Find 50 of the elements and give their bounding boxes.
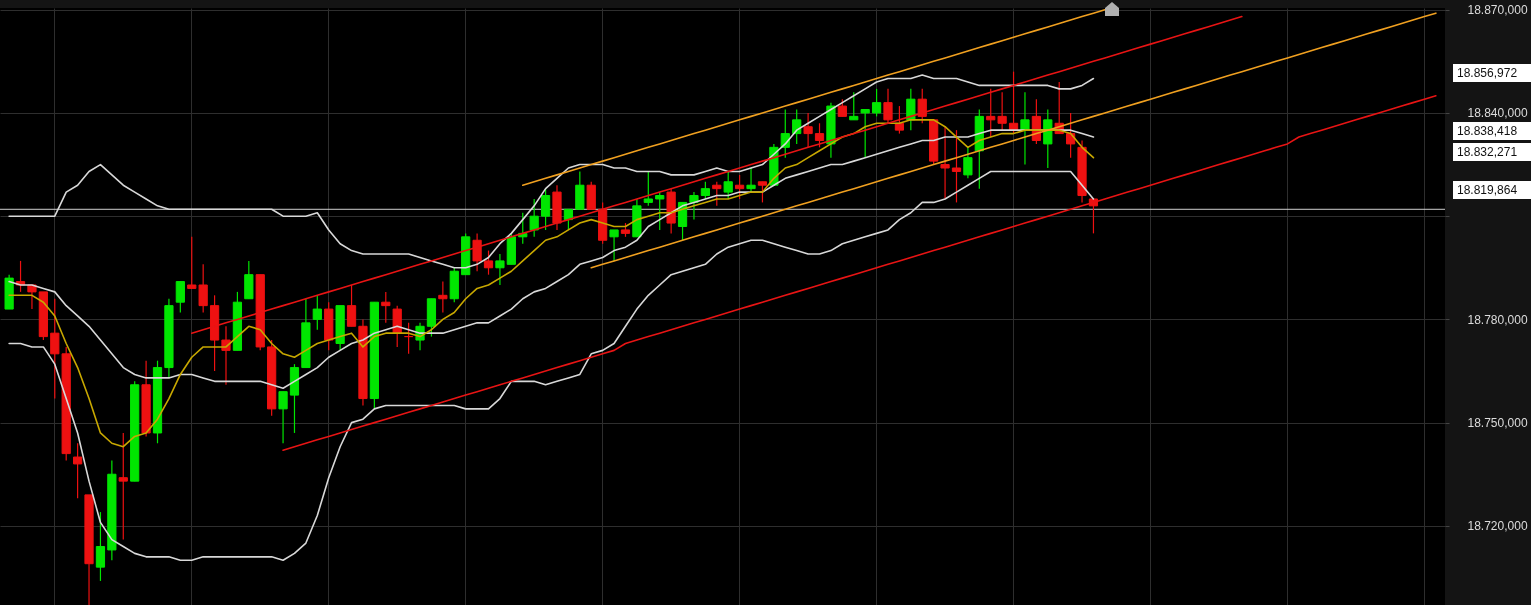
candlestick	[643, 170, 653, 207]
candlestick	[655, 191, 665, 231]
candlestick	[278, 391, 288, 444]
candlestick	[757, 181, 768, 204]
y-tick-label: 18.840,000	[1467, 106, 1528, 121]
candlestick	[483, 249, 494, 276]
candlestick	[860, 108, 870, 159]
candlestick	[723, 170, 733, 200]
candlestick	[438, 280, 448, 314]
text: 18.856,972	[1457, 66, 1518, 80]
candlestick	[175, 280, 185, 314]
candlestick	[735, 174, 745, 200]
candlestick	[849, 91, 859, 121]
candlestick	[495, 253, 505, 286]
candlestick	[1020, 91, 1030, 166]
line-series	[590, 12, 1437, 269]
candlestick	[906, 88, 916, 131]
candlestick	[689, 191, 699, 221]
candlestick	[529, 198, 539, 238]
candlestick	[986, 88, 996, 138]
text: 18.819,864	[1457, 183, 1518, 197]
candlestick	[963, 146, 973, 179]
candlestick	[346, 284, 357, 327]
text: 18.832,271	[1457, 145, 1518, 159]
candlestick	[883, 88, 893, 124]
candlestick	[381, 291, 391, 324]
y-tick-label: 18.870,000	[1467, 3, 1528, 18]
candlestick	[312, 294, 322, 331]
candlestick	[609, 229, 619, 262]
candlestick	[940, 126, 950, 200]
candlestick	[894, 105, 905, 135]
text: 18.838,418	[1457, 124, 1518, 138]
candlestick	[917, 88, 927, 124]
y-tick-label: 18.750,000	[1467, 416, 1528, 431]
candlestick	[951, 129, 962, 204]
line-series	[282, 94, 1437, 451]
candlestick	[540, 188, 551, 231]
candlestick	[871, 88, 882, 117]
candlestick	[472, 232, 482, 272]
y-tick-label: 18.720,000	[1467, 519, 1528, 534]
candlestick	[997, 91, 1007, 131]
candlestick	[73, 442, 83, 499]
candlestick	[712, 181, 722, 207]
y-tick-label: 18.780,000	[1467, 312, 1528, 327]
candlestick	[814, 122, 825, 148]
candlestick	[1066, 112, 1076, 159]
candlestick	[118, 432, 128, 541]
candlestick	[803, 112, 813, 148]
candlestick	[95, 511, 106, 582]
candlestick	[746, 167, 756, 193]
